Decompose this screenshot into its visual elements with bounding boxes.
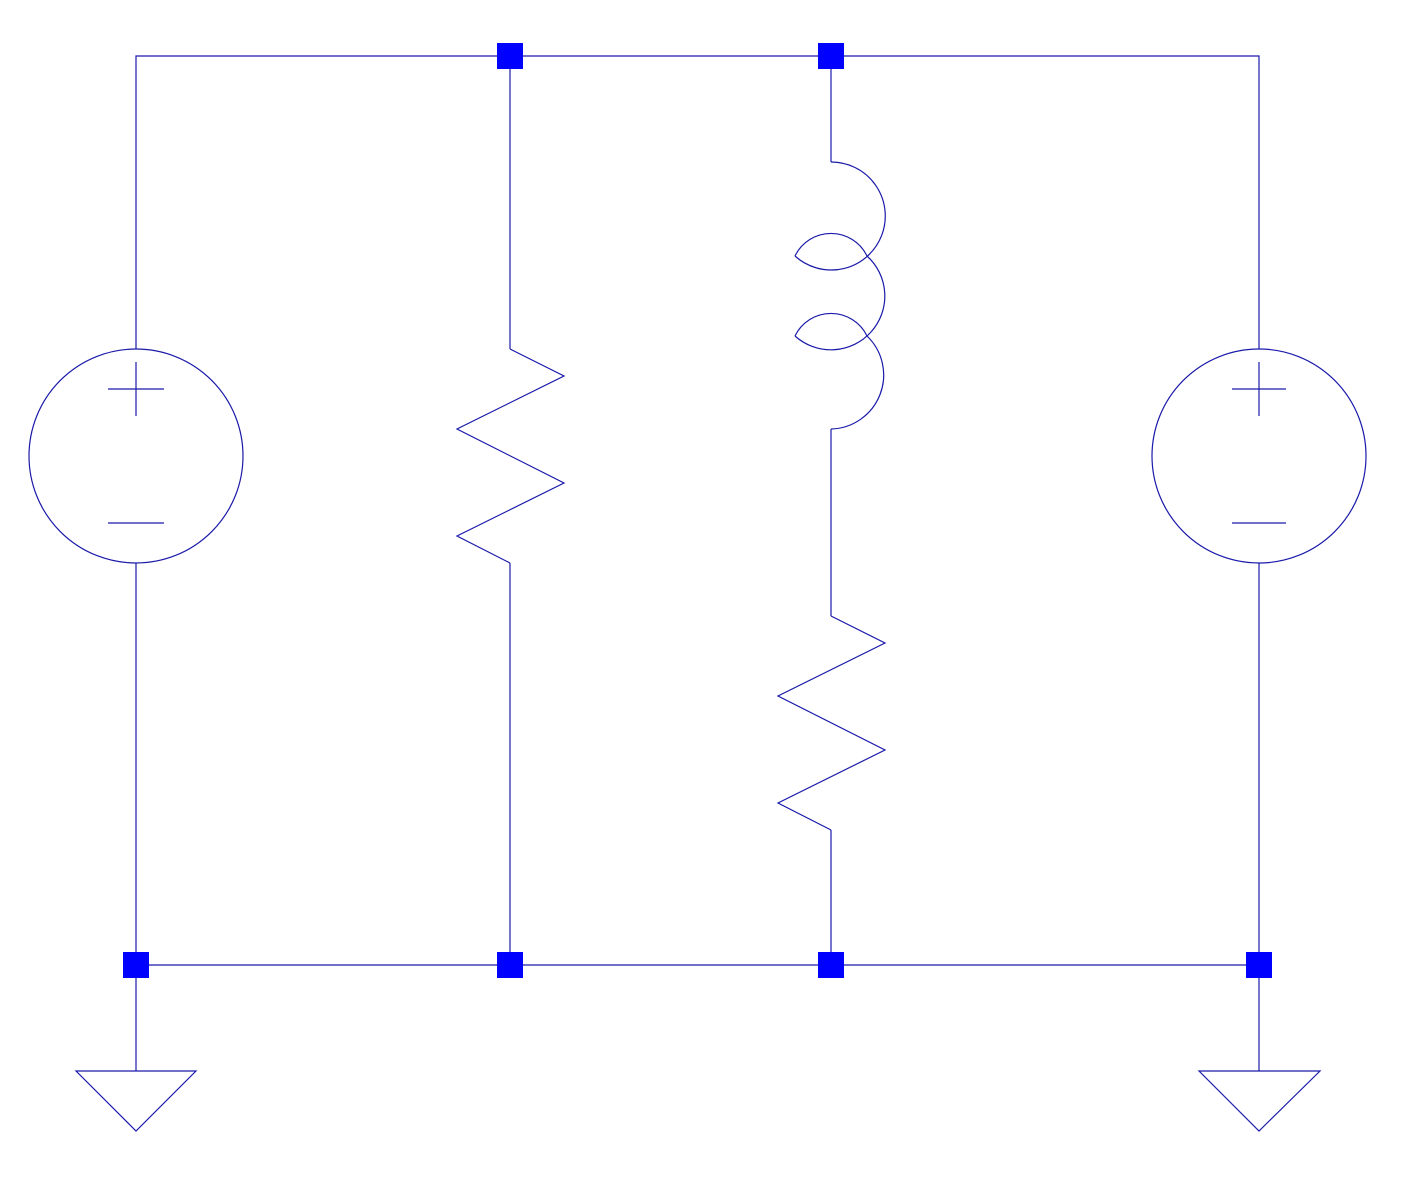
top-rail-wire	[135, 55, 1260, 349]
node-handle[interactable]	[497, 43, 523, 69]
wires	[135, 55, 1260, 1071]
resistor-icon	[776, 615, 887, 831]
node-handle[interactable]	[818, 952, 844, 978]
ground-icon	[74, 1070, 198, 1132]
inductor-icon	[794, 161, 886, 430]
node-handle[interactable]	[497, 952, 523, 978]
resistor-icon	[455, 348, 566, 564]
nodes	[123, 43, 1272, 978]
node-handle[interactable]	[818, 43, 844, 69]
voltage-source-icon	[1151, 348, 1367, 564]
ground-icon	[1197, 1070, 1322, 1132]
node-handle[interactable]	[123, 952, 149, 978]
voltage-source-icon	[28, 348, 244, 564]
voltage-source-body	[1151, 348, 1367, 564]
node-handle[interactable]	[1246, 952, 1272, 978]
voltage-source-body	[28, 348, 244, 564]
